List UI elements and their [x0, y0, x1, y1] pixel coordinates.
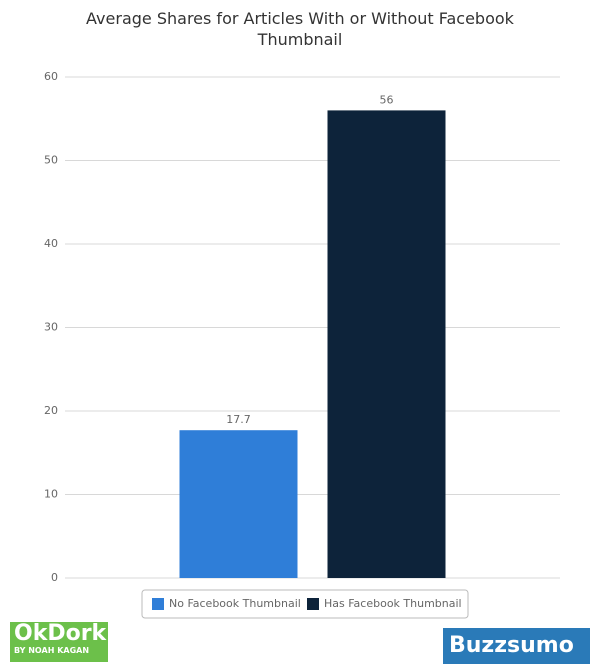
okdork-text: OkDork [14, 621, 107, 646]
bar [327, 110, 446, 579]
data-label: 56 [380, 93, 394, 106]
y-tick-label: 60 [44, 70, 58, 83]
legend-swatch [152, 598, 164, 610]
data-label: 17.7 [226, 413, 251, 426]
legend-swatch [307, 598, 319, 610]
y-tick-label: 30 [44, 321, 58, 334]
y-tick-label: 20 [44, 404, 58, 417]
y-tick-label: 40 [44, 237, 58, 250]
buzzsumo-logo: Buzzsumo [443, 628, 590, 664]
y-tick-label: 0 [51, 571, 58, 584]
legend-box [141, 589, 469, 619]
y-tick-label: 50 [44, 154, 58, 167]
okdork-sub: BY NOAH KAGAN [14, 646, 90, 655]
bar [179, 430, 298, 578]
legend-label: No Facebook Thumbnail [169, 597, 301, 610]
chart-title: Average Shares for Articles With or With… [86, 9, 514, 49]
okdork-logo: OkDork BY NOAH KAGAN [10, 622, 108, 662]
legend-label: Has Facebook Thumbnail [324, 597, 462, 610]
y-tick-label: 10 [44, 488, 58, 501]
